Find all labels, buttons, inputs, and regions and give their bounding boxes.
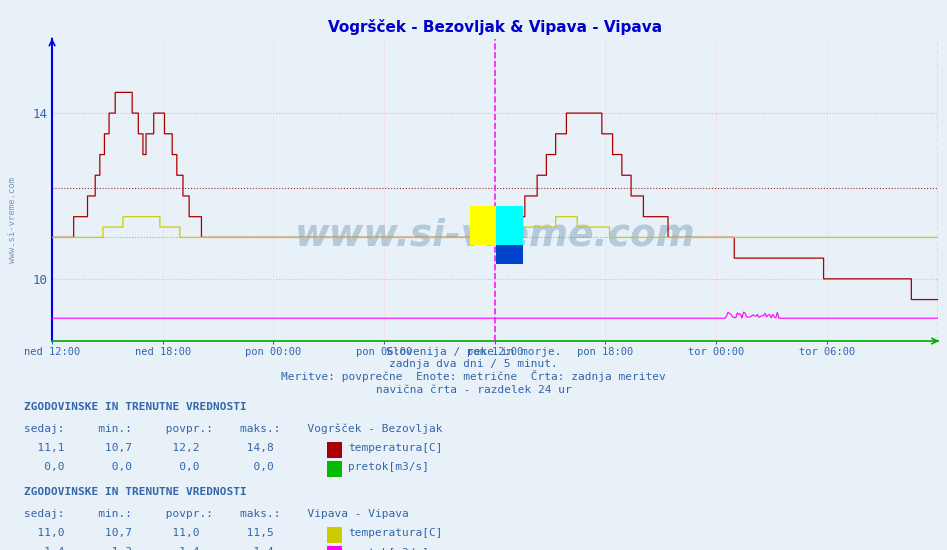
Text: Meritve: povprečne  Enote: metrične  Črta: zadnja meritev: Meritve: povprečne Enote: metrične Črta:… xyxy=(281,370,666,382)
Text: 11,0      10,7      11,0       11,5: 11,0 10,7 11,0 11,5 xyxy=(24,528,274,538)
Text: pretok[m3/s]: pretok[m3/s] xyxy=(348,547,430,550)
Title: Vogršček - Bezovljak & Vipava - Vipava: Vogršček - Bezovljak & Vipava - Vipava xyxy=(328,19,662,35)
Text: www.si-vreme.com: www.si-vreme.com xyxy=(8,177,17,263)
Text: Slovenija / reke in morje.: Slovenija / reke in morje. xyxy=(385,346,562,357)
Text: ZGODOVINSKE IN TRENUTNE VREDNOSTI: ZGODOVINSKE IN TRENUTNE VREDNOSTI xyxy=(24,402,246,412)
Text: 11,1      10,7      12,2       14,8: 11,1 10,7 12,2 14,8 xyxy=(24,443,274,453)
Text: temperatura[C]: temperatura[C] xyxy=(348,443,443,453)
Text: navična črta - razdelek 24 ur: navična črta - razdelek 24 ur xyxy=(376,384,571,395)
Text: ZGODOVINSKE IN TRENUTNE VREDNOSTI: ZGODOVINSKE IN TRENUTNE VREDNOSTI xyxy=(24,487,246,497)
Text: temperatura[C]: temperatura[C] xyxy=(348,528,443,538)
Text: 1,4       1,3       1,4        1,4: 1,4 1,3 1,4 1,4 xyxy=(24,547,274,550)
Text: 0,0       0,0       0,0        0,0: 0,0 0,0 0,0 0,0 xyxy=(24,462,274,472)
Text: sedaj:     min.:     povpr.:    maks.:    Vipava - Vipava: sedaj: min.: povpr.: maks.: Vipava - Vip… xyxy=(24,509,408,519)
Text: pretok[m3/s]: pretok[m3/s] xyxy=(348,462,430,472)
Text: zadnja dva dni / 5 minut.: zadnja dva dni / 5 minut. xyxy=(389,359,558,370)
Text: sedaj:     min.:     povpr.:    maks.:    Vogršček - Bezovljak: sedaj: min.: povpr.: maks.: Vogršček - B… xyxy=(24,424,442,434)
Text: www.si-vreme.com: www.si-vreme.com xyxy=(295,217,695,253)
